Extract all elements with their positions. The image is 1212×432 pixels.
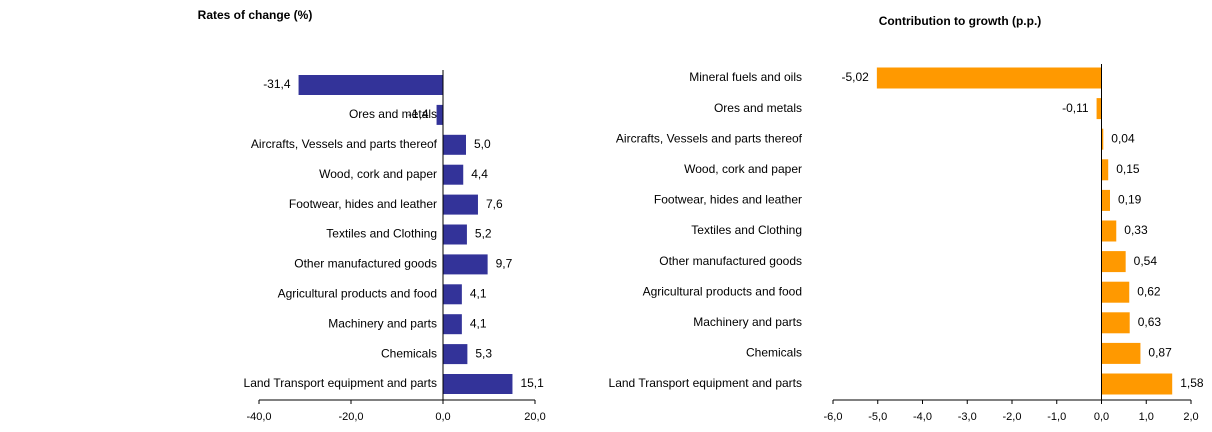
value-label: 0,62 [1137, 284, 1161, 298]
category-label: Agricultural products and food [278, 286, 437, 300]
value-label: 1,58 [1180, 376, 1204, 390]
category-label: Wood, cork and paper [684, 162, 802, 176]
category-label: Machinery and parts [328, 316, 437, 330]
x-tick-label: -40,0 [246, 411, 271, 423]
x-tick-label: -20,0 [338, 411, 363, 423]
x-tick-label: 0,0 [1094, 411, 1109, 423]
category-label: Aircrafts, Vessels and parts thereof [251, 137, 438, 151]
x-tick-label: 20,0 [524, 411, 545, 423]
bar [443, 344, 468, 365]
value-label: 4,1 [470, 316, 487, 330]
x-tick-label: -2,0 [1003, 411, 1022, 423]
x-tick-label: 0,0 [435, 411, 450, 423]
value-label: 4,4 [471, 167, 488, 181]
chart-title: Contribution to growth (p.p.) [879, 14, 1042, 28]
bar [1101, 373, 1173, 395]
x-tick-label: 2,0 [1183, 411, 1198, 423]
category-label: Aircrafts, Vessels and parts thereof [616, 131, 803, 145]
bar [1096, 98, 1102, 120]
bar [443, 134, 466, 155]
bar [1101, 342, 1141, 364]
value-label: 5,2 [475, 227, 492, 241]
bar [443, 194, 478, 215]
category-label: Footwear, hides and leather [654, 193, 802, 207]
category-label: Ores and metals [714, 101, 802, 115]
x-tick-label: -3,0 [958, 411, 977, 423]
x-tick-label: -6,0 [824, 411, 843, 423]
x-tick-label: 1,0 [1139, 411, 1154, 423]
bar [876, 67, 1102, 89]
bar [1101, 251, 1126, 273]
value-label: 0,54 [1134, 254, 1158, 268]
value-label: 0,15 [1116, 162, 1140, 176]
value-label: 0,19 [1118, 193, 1142, 207]
value-label: 5,3 [475, 346, 492, 360]
value-label: 9,7 [496, 257, 513, 271]
value-label: -5,02 [841, 70, 869, 84]
category-label: Wood, cork and paper [319, 167, 437, 181]
bar [1101, 189, 1111, 211]
bar [443, 254, 488, 275]
bar [443, 224, 467, 245]
bar [1101, 220, 1117, 242]
category-label: Machinery and parts [693, 315, 802, 329]
value-label: 0,04 [1111, 131, 1135, 145]
x-tick-label: -5,0 [868, 411, 887, 423]
chart-title: Rates of change (%) [198, 8, 313, 22]
category-label: Textiles and Clothing [691, 223, 802, 237]
value-label: 0,87 [1148, 346, 1172, 360]
value-label: 0,33 [1124, 223, 1148, 237]
value-label: 0,63 [1138, 315, 1162, 329]
bar [1101, 159, 1109, 181]
value-label: 15,1 [520, 376, 544, 390]
bar [1101, 281, 1130, 303]
category-label: Mineral fuels and oils [689, 70, 802, 84]
bar [298, 75, 443, 95]
category-label: Ores and metals [349, 107, 437, 121]
category-label: Land Transport equipment and parts [609, 376, 802, 390]
category-label: Textiles and Clothing [326, 227, 437, 241]
bar [443, 374, 513, 394]
value-label: -1,4 [408, 107, 429, 121]
x-tick-label: -1,0 [1047, 411, 1066, 423]
bar [1101, 312, 1130, 334]
category-label: Other manufactured goods [294, 257, 437, 271]
category-label: Other manufactured goods [659, 254, 802, 268]
bar [1101, 128, 1104, 150]
value-label: 4,1 [470, 286, 487, 300]
category-label: Footwear, hides and leather [289, 197, 437, 211]
category-label: Chemicals [746, 346, 802, 360]
category-label: Chemicals [381, 346, 437, 360]
category-label: Land Transport equipment and parts [244, 376, 437, 390]
value-label: 7,6 [486, 197, 503, 211]
bar [443, 164, 464, 185]
value-label: -0,11 [1062, 101, 1089, 115]
value-label: -31,4 [263, 77, 291, 91]
bar [443, 314, 462, 335]
value-label: 5,0 [474, 137, 491, 151]
bar [436, 104, 443, 125]
bar [443, 284, 462, 305]
x-tick-label: -4,0 [913, 411, 932, 423]
category-label: Agricultural products and food [643, 284, 802, 298]
